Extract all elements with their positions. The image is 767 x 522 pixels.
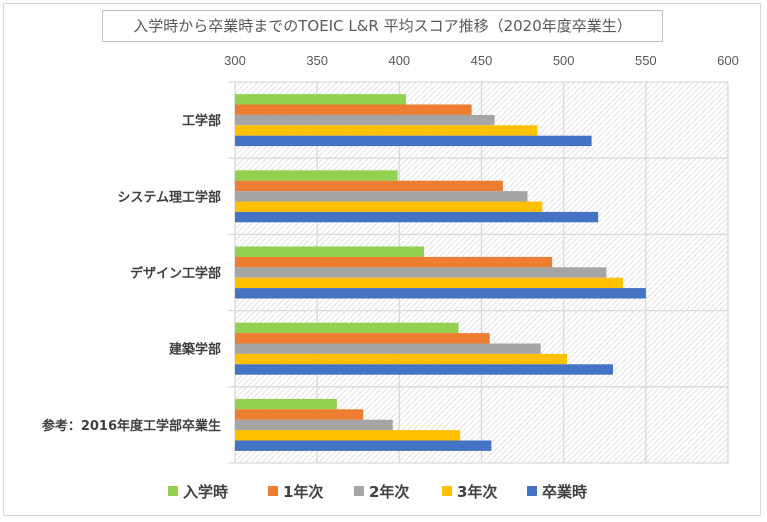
chart-frame	[3, 3, 761, 516]
bar-5-5	[235, 440, 492, 451]
x-tick-label: 400	[388, 53, 410, 68]
legend-label: 入学時	[183, 483, 228, 501]
category-label: 参考：2016年度工学部卒業生	[42, 418, 221, 434]
bar-4-4	[235, 353, 567, 365]
bar-3-4	[235, 343, 541, 354]
x-tick-label: 600	[717, 53, 739, 68]
category-label: 工学部	[182, 113, 221, 129]
x-tick-label: 350	[306, 53, 328, 68]
bar-1-1	[235, 94, 406, 105]
bar-4-5	[235, 430, 461, 441]
legend-swatch	[354, 486, 364, 496]
legend-label: 3年次	[457, 483, 497, 501]
legend-label: 卒業時	[542, 483, 587, 501]
x-tick-label: 500	[553, 53, 575, 68]
bar-1-3	[235, 246, 424, 257]
bar-1-4	[235, 322, 459, 334]
bar-2-1	[235, 104, 472, 115]
bar-4-3	[235, 277, 623, 289]
bar-4-1	[235, 125, 538, 136]
bar-1-5	[235, 398, 337, 410]
bar-5-3	[235, 288, 646, 299]
bar-5-2	[235, 211, 599, 223]
x-tick-label: 450	[471, 53, 493, 68]
bar-1-2	[235, 170, 398, 181]
category-label: システム理工学部	[117, 189, 221, 205]
category-label: 建築学部	[169, 342, 221, 358]
bar-3-1	[235, 114, 495, 126]
bar-3-2	[235, 191, 528, 202]
legend-swatch	[168, 486, 178, 496]
bar-3-5	[235, 419, 393, 431]
legend-swatch	[527, 486, 537, 496]
bar-5-1	[235, 135, 592, 147]
category-label: デザイン工学部	[130, 266, 221, 282]
chart-title: 入学時から卒業時までのTOEIC L&R 平均スコア推移（2020年度卒業生）	[102, 10, 663, 42]
bar-2-4	[235, 333, 490, 344]
bar-2-3	[235, 256, 553, 268]
bar-3-3	[235, 267, 607, 278]
x-tick-label: 550	[635, 53, 657, 68]
x-tick-label: 300	[224, 53, 246, 68]
legend-swatch	[268, 486, 278, 496]
legend-label: 1年次	[283, 483, 323, 501]
bar-5-4	[235, 364, 613, 375]
legend-swatch	[442, 486, 452, 496]
bar-4-2	[235, 201, 543, 212]
legend-label: 2年次	[369, 483, 409, 501]
bar-2-2	[235, 180, 503, 192]
bar-2-5	[235, 409, 364, 420]
